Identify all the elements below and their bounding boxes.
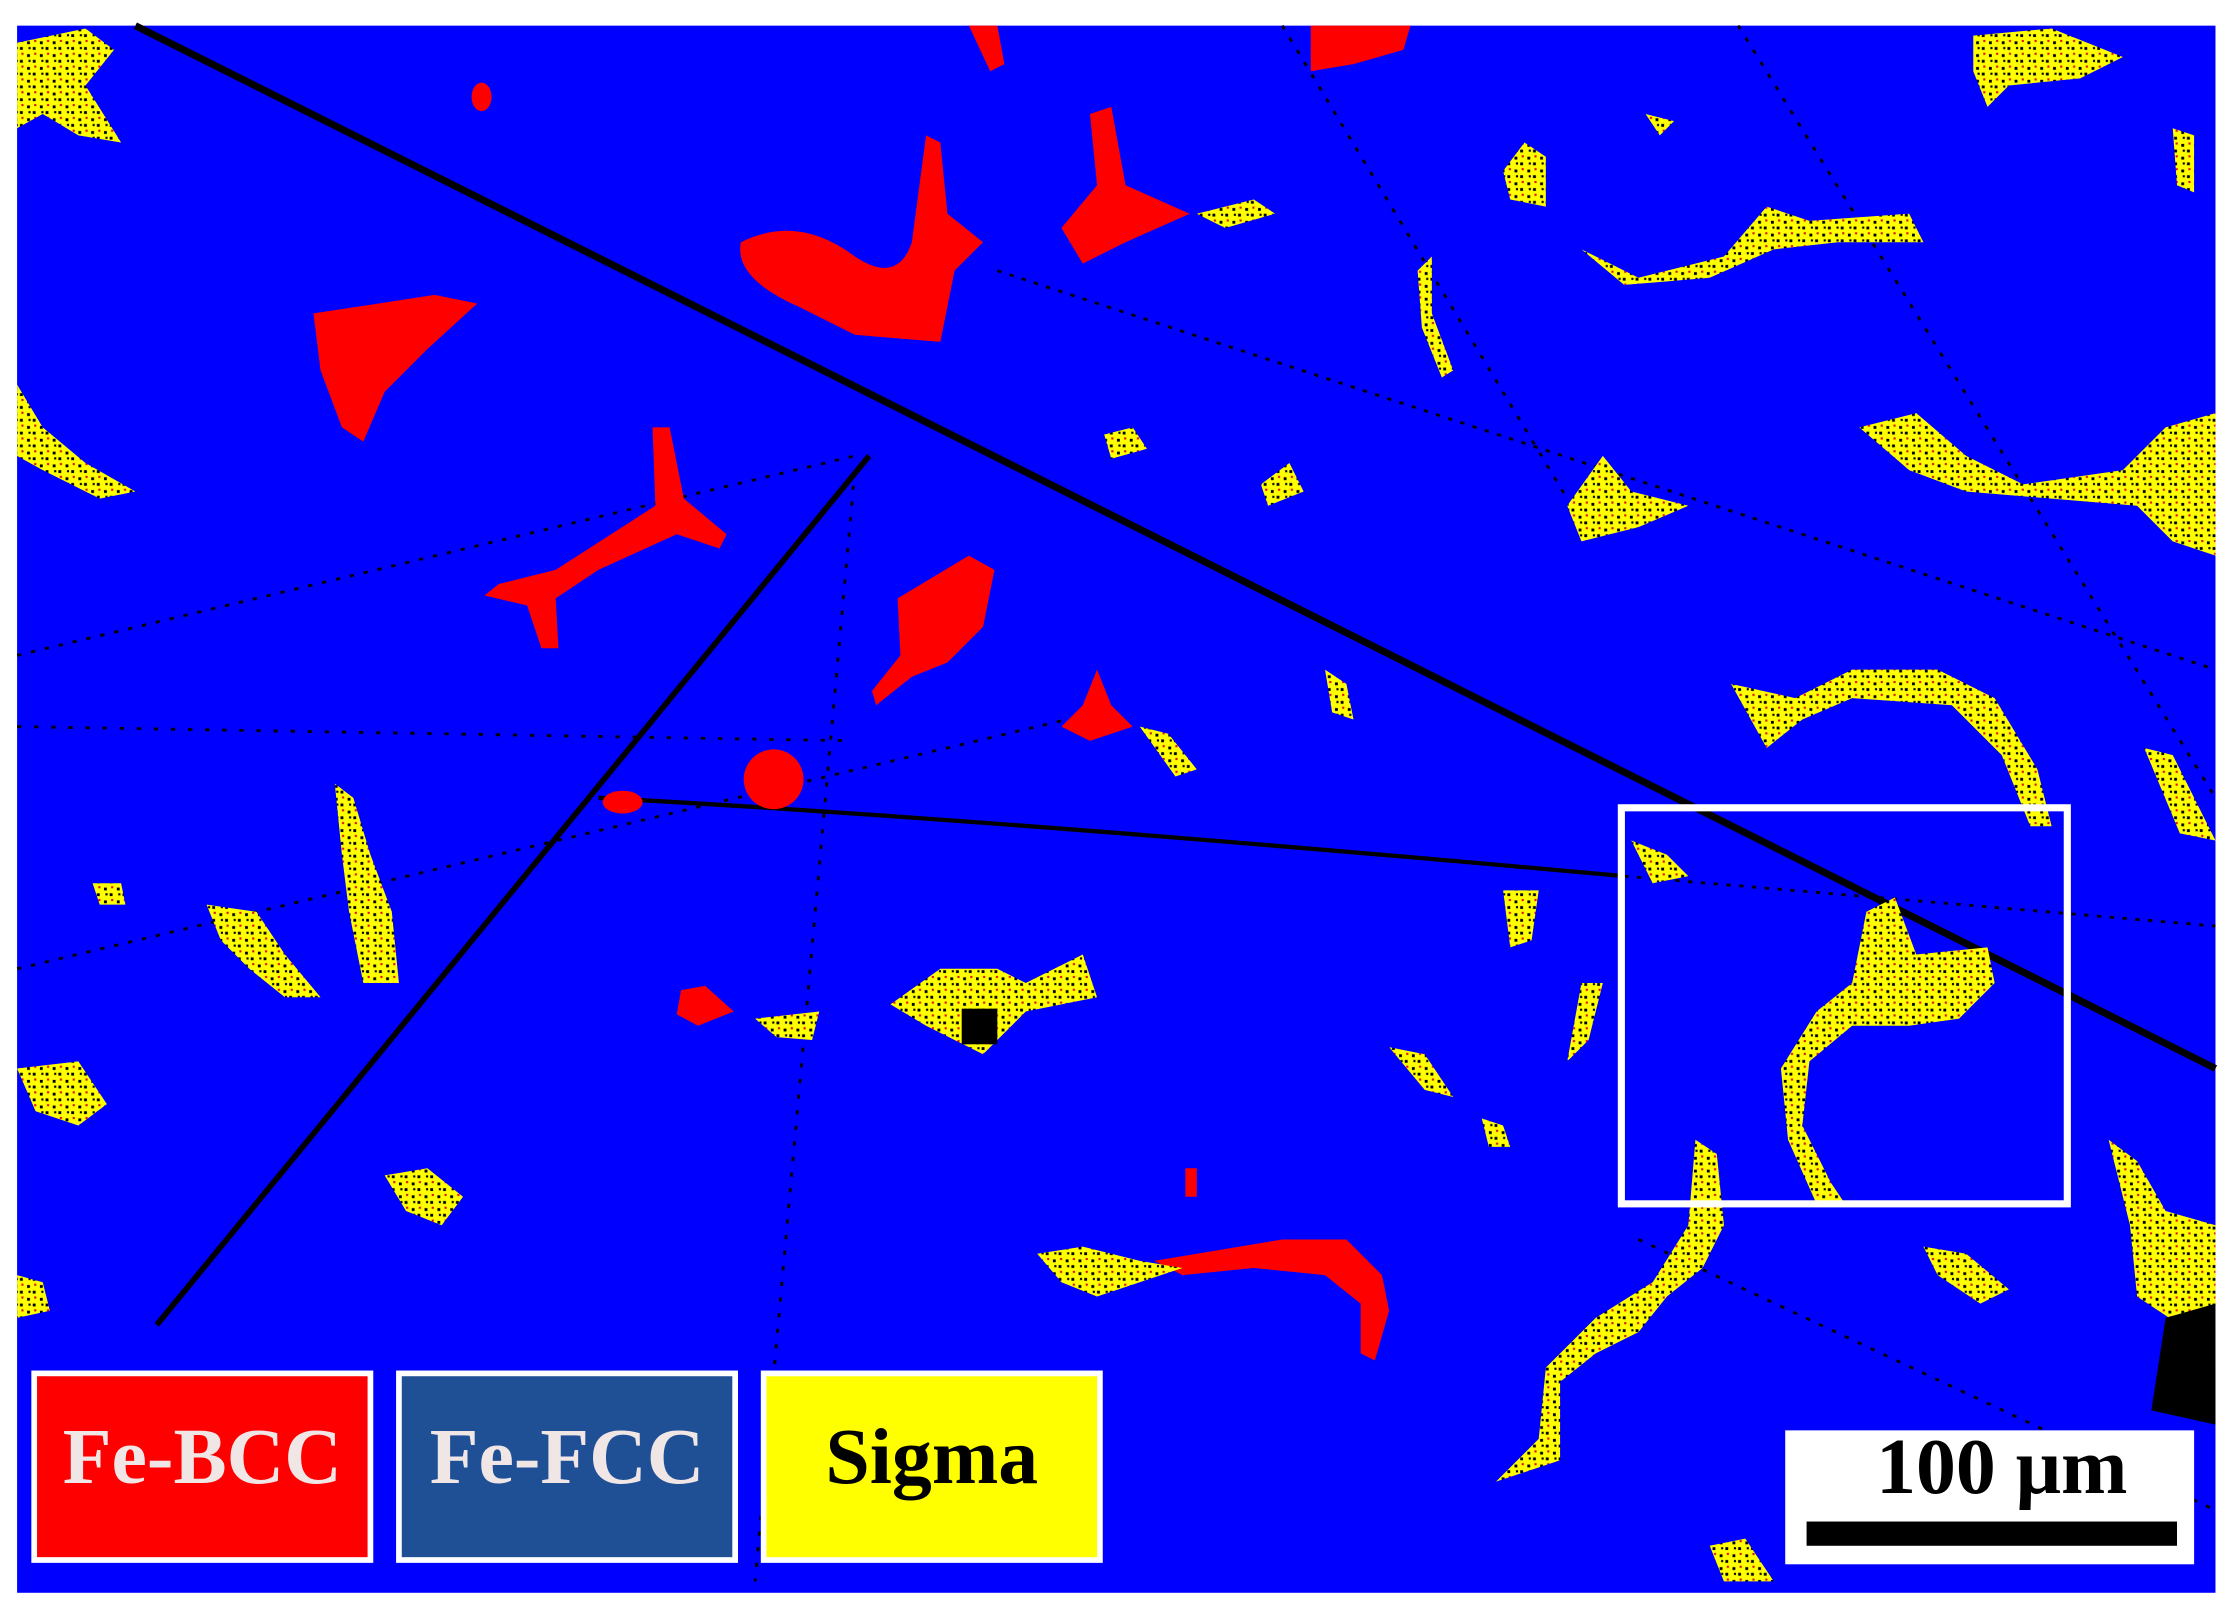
sigma-grain xyxy=(334,783,399,984)
sigma-grain xyxy=(17,1275,50,1318)
bcc-grain xyxy=(871,555,995,706)
sigma-grain xyxy=(1139,726,1197,777)
sigma-grain xyxy=(1859,413,2216,556)
sigma-grain xyxy=(1503,142,1546,207)
bcc-grain xyxy=(1061,669,1133,741)
sigma-grain xyxy=(1389,1047,1454,1097)
grain-boundaries xyxy=(16,22,2218,1582)
sigma-grain xyxy=(1780,897,1995,1204)
boundary-line xyxy=(598,795,1625,879)
legend-label: Fe-BCC xyxy=(63,1413,342,1501)
unindexed-area xyxy=(2151,1303,2216,1425)
sigma-grain xyxy=(17,384,136,499)
sigma-grain xyxy=(384,1168,464,1226)
sigma-grain xyxy=(2172,128,2195,193)
sigma-grain xyxy=(1731,669,2052,827)
bcc-grain xyxy=(740,135,984,342)
boundary-line xyxy=(1624,874,2216,928)
sigma-grain xyxy=(1417,256,1454,378)
bcc-grain xyxy=(1185,1168,1197,1197)
legend-label: Fe-FCC xyxy=(430,1413,705,1501)
sigma-grain xyxy=(2144,747,2216,841)
bcc-grain xyxy=(1310,25,1411,72)
scale-bar xyxy=(1806,1521,2178,1546)
boundary-line xyxy=(154,454,872,1327)
pore xyxy=(961,1008,998,1045)
sigma-grain xyxy=(1037,1246,1183,1297)
boundary-line xyxy=(1281,24,1569,500)
sigma-grain xyxy=(1104,427,1147,459)
boundary-line xyxy=(133,22,2218,1072)
sigma-grain xyxy=(1567,455,1689,542)
sigma-grain xyxy=(1923,1246,2009,1304)
legend-swatch xyxy=(760,1370,1103,1563)
highlight-box xyxy=(1617,804,2071,1208)
sigma-grain xyxy=(17,28,122,143)
boundary-line xyxy=(17,725,855,743)
bcc-grain xyxy=(676,985,734,1026)
sigma-regions xyxy=(17,28,2216,1582)
bcc-regions xyxy=(313,25,1411,1361)
boundary-line xyxy=(1736,24,2217,799)
boundary-line xyxy=(996,269,2216,671)
sigma-grain xyxy=(1973,28,2123,107)
sigma-grain xyxy=(17,1061,107,1126)
bcc-grain xyxy=(313,294,478,442)
sigma-grain xyxy=(1260,463,1304,506)
sigma-grain xyxy=(1567,983,1603,1062)
legend-label: Sigma xyxy=(825,1413,1038,1501)
bcc-grain xyxy=(743,749,804,810)
sigma-grain xyxy=(755,1011,820,1041)
boundary-line xyxy=(16,454,856,657)
bcc-grain xyxy=(1061,106,1190,264)
sigma-grain xyxy=(1709,1538,1774,1582)
sigma-grain xyxy=(1581,206,1924,285)
scale-bar-label: 100 μm xyxy=(1876,1423,2127,1511)
bcc-grain xyxy=(471,82,492,112)
bcc-grain xyxy=(1154,1239,1390,1361)
sigma-grain xyxy=(1325,669,1354,720)
sigma-grain xyxy=(1645,113,1675,136)
sigma-grain xyxy=(206,904,321,998)
sigma-grain xyxy=(890,954,1098,1055)
bcc-grain xyxy=(968,25,1005,72)
legend-swatch xyxy=(31,1370,374,1563)
sigma-grain xyxy=(1631,840,1689,884)
sigma-grain xyxy=(2108,1139,2216,1368)
sigma-grain xyxy=(1495,1139,1724,1482)
sigma-grain xyxy=(1196,199,1276,228)
bcc-grain xyxy=(602,790,643,814)
legend-swatch xyxy=(396,1370,739,1563)
sigma-grain xyxy=(1503,890,1539,948)
sigma-grain xyxy=(92,883,126,905)
